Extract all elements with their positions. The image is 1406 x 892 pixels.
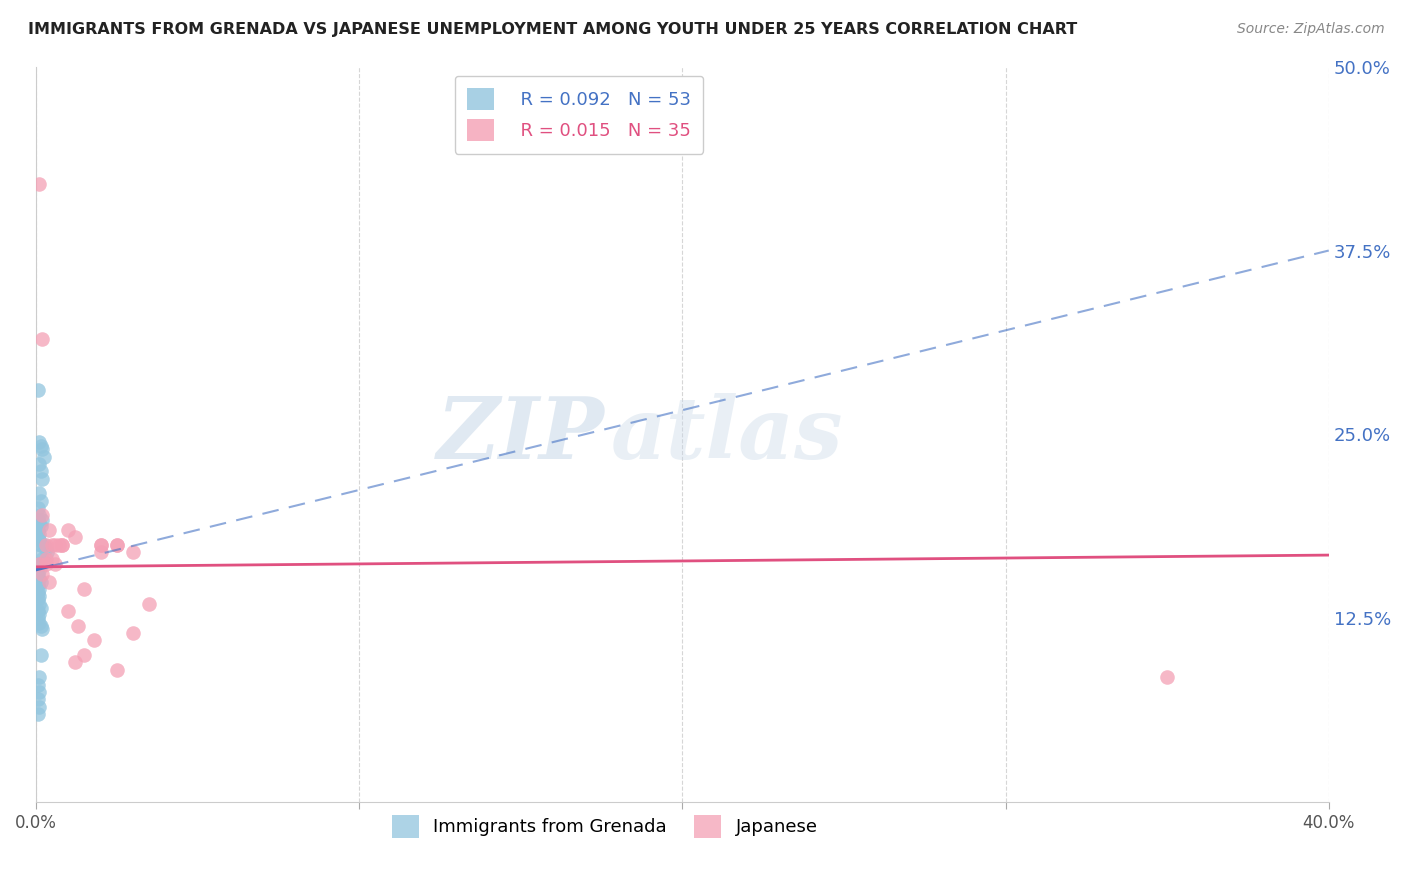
Point [30, 493, 52, 508]
Legend: Immigrants from Grenada, Japanese: Immigrants from Grenada, Japanese [385, 808, 825, 845]
Point [28, 589, 51, 603]
Point [41, 552, 63, 566]
Point [58, 523, 80, 537]
Point [27, 592, 49, 607]
Point [122, 626, 145, 640]
Point [34, 541, 56, 555]
Point [32, 538, 55, 552]
Point [73, 582, 96, 596]
Point [138, 597, 160, 611]
Text: atlas: atlas [612, 392, 844, 476]
Point [27, 501, 49, 516]
Point [28, 486, 51, 500]
Point [66, 618, 89, 632]
Point [34, 557, 56, 571]
Point [27, 611, 49, 625]
Point [28, 508, 51, 523]
Point [28, 685, 51, 699]
Point [31, 442, 53, 457]
Point [122, 545, 145, 559]
Point [31, 513, 53, 527]
Point [27, 567, 49, 582]
Point [28, 557, 51, 571]
Point [30, 648, 52, 662]
Point [83, 633, 105, 648]
Point [41, 538, 63, 552]
Point [27, 559, 49, 574]
Point [30, 601, 52, 615]
Point [28, 527, 51, 541]
Point [27, 523, 49, 537]
Point [30, 574, 52, 589]
Point [30, 538, 52, 552]
Point [27, 384, 49, 398]
Point [90, 538, 112, 552]
Point [34, 538, 56, 552]
Text: Source: ZipAtlas.com: Source: ZipAtlas.com [1237, 22, 1385, 37]
Point [51, 538, 73, 552]
Point [28, 607, 51, 621]
Point [1156, 670, 1178, 684]
Point [28, 457, 51, 471]
Point [38, 574, 60, 589]
Point [31, 552, 53, 566]
Point [31, 622, 53, 636]
Point [28, 670, 51, 684]
Point [90, 538, 112, 552]
Point [28, 434, 51, 449]
Point [28, 615, 51, 630]
Point [34, 552, 56, 566]
Point [27, 706, 49, 721]
Point [90, 545, 112, 559]
Point [30, 518, 52, 533]
Point [28, 533, 51, 548]
Point [32, 450, 55, 464]
Point [27, 513, 49, 527]
Point [28, 582, 51, 596]
Point [27, 692, 49, 706]
Point [30, 464, 52, 478]
Point [31, 508, 53, 523]
Point [28, 597, 51, 611]
Point [58, 604, 80, 618]
Text: IMMIGRANTS FROM GRENADA VS JAPANESE UNEMPLOYMENT AMONG YOUTH UNDER 25 YEARS CORR: IMMIGRANTS FROM GRENADA VS JAPANESE UNEM… [28, 22, 1077, 37]
Point [28, 516, 51, 530]
Point [30, 439, 52, 453]
Point [37, 545, 59, 559]
Point [105, 538, 128, 552]
Point [27, 530, 49, 544]
Point [27, 677, 49, 691]
Point [105, 538, 128, 552]
Point [28, 548, 51, 562]
Point [63, 656, 86, 670]
Point [27, 586, 49, 600]
Point [48, 538, 70, 552]
Point [28, 699, 51, 714]
Point [38, 523, 60, 537]
Point [27, 577, 49, 591]
Point [44, 557, 66, 571]
Point [44, 538, 66, 552]
Point [27, 604, 49, 618]
Point [31, 472, 53, 486]
Point [28, 563, 51, 577]
Point [30, 618, 52, 632]
Point [105, 663, 128, 677]
Point [30, 538, 52, 552]
Point [31, 332, 53, 346]
Point [28, 178, 51, 192]
Text: ZIP: ZIP [437, 392, 605, 476]
Point [51, 538, 73, 552]
Point [31, 567, 53, 582]
Point [63, 530, 86, 544]
Point [73, 648, 96, 662]
Point [28, 557, 51, 571]
Point [28, 572, 51, 586]
